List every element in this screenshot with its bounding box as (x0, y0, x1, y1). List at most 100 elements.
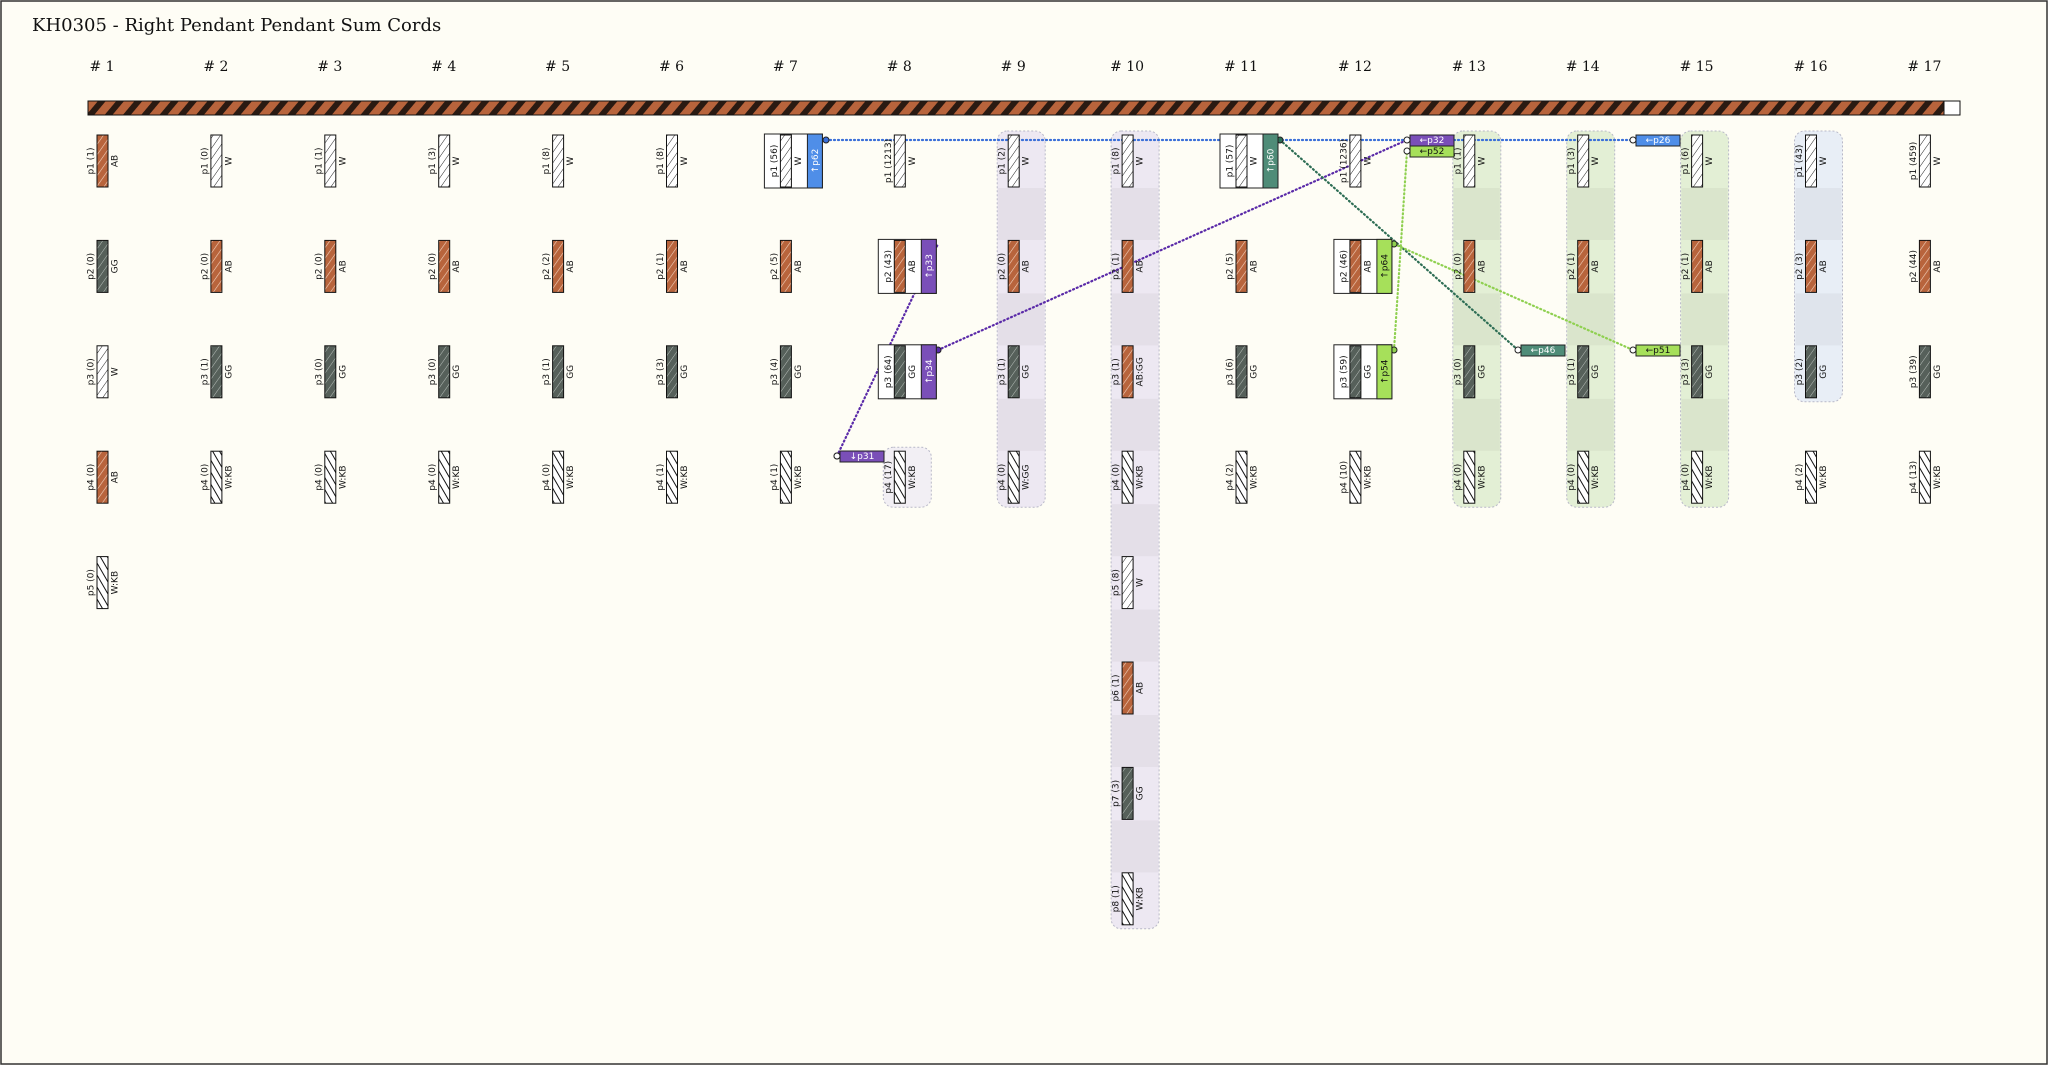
link-dot (1629, 346, 1637, 354)
cord-color: W:KB (452, 465, 462, 488)
cord (324, 239, 337, 293)
group-label: # 11 (1224, 59, 1258, 75)
sum-tag (1376, 238, 1393, 294)
cord-label: p3 (0) (428, 358, 438, 385)
cord (324, 345, 337, 399)
primary-cord (87, 100, 1961, 116)
band-cell (1112, 293, 1159, 346)
cord-label: p1 (6) (1681, 147, 1691, 174)
cord-label: p3 (4) (770, 358, 780, 385)
band-cell (998, 293, 1045, 346)
sum-tag (806, 133, 823, 189)
group-label: # 12 (1338, 59, 1372, 75)
cord-label: p4 (13) (1909, 461, 1919, 494)
cord-label: p2 (43) (884, 250, 894, 283)
cord (1463, 450, 1476, 504)
cord (1235, 239, 1248, 293)
group-label: # 13 (1452, 59, 1486, 75)
cord (552, 450, 565, 504)
cord (666, 134, 678, 188)
cord-color: W:KB (1136, 465, 1146, 488)
cord-color: W (1136, 578, 1146, 587)
cord (438, 450, 451, 504)
cord-color: W:GG (1022, 465, 1032, 490)
cord (96, 134, 109, 188)
cord (893, 239, 906, 293)
cord-color: W (224, 156, 234, 165)
link-dot (1514, 346, 1522, 354)
cord (1349, 239, 1362, 293)
cord-label: p4 (0) (1112, 464, 1122, 491)
band-cell (998, 398, 1045, 451)
cord (779, 450, 792, 504)
cord-label: p2 (0) (428, 253, 438, 280)
sum-tag-label: ↑p34 (925, 359, 935, 384)
band-cell (1567, 293, 1614, 346)
cord (779, 239, 792, 293)
cord-color: W (1022, 156, 1032, 165)
cord-label: p1 (8) (542, 147, 552, 174)
cord-color: W:KB (1591, 465, 1601, 488)
cord-color: AB (1591, 260, 1601, 272)
cord-label: p2 (3) (1795, 253, 1805, 280)
cord (1691, 345, 1704, 399)
cord-label: p3 (2) (1795, 358, 1805, 385)
cord-color: GG (1819, 365, 1829, 379)
group-label: # 16 (1794, 59, 1828, 75)
cord-color: GG (1022, 365, 1032, 379)
cord (1577, 450, 1590, 504)
cord-label: p2 (0) (200, 253, 210, 280)
cord-label: p3 (39) (1909, 355, 1919, 388)
cord (1918, 134, 1931, 188)
cord-color: W (1136, 156, 1146, 165)
group-label: # 8 (887, 59, 912, 75)
band-cell (1112, 609, 1159, 662)
cord (1805, 450, 1817, 504)
link-line (1392, 149, 1409, 352)
cord-color: GG (680, 365, 690, 379)
cord (1007, 239, 1020, 293)
cord-label: p1 (43) (1795, 145, 1805, 178)
band-cell (1112, 188, 1159, 240)
cord-color: W (338, 156, 348, 165)
cord (666, 239, 678, 293)
band-cell (1681, 188, 1728, 240)
cord-label: p6 (1) (1112, 674, 1122, 701)
cord-color: W (111, 367, 121, 376)
cord (210, 134, 223, 188)
cord-label: p4 (17) (884, 461, 894, 494)
cord-label: p2 (5) (1226, 253, 1236, 280)
cord-color: AB (1477, 260, 1487, 272)
cord (324, 450, 337, 504)
cord (438, 239, 451, 293)
cord (96, 345, 109, 399)
cord (1349, 345, 1362, 399)
cord-color: W:KB (224, 465, 234, 488)
cord-color: W (1250, 156, 1260, 165)
cord (324, 134, 337, 188)
cord-label: p3 (0) (1453, 358, 1463, 385)
cord-color: W:KB (1819, 465, 1829, 488)
cord (893, 134, 906, 188)
cord-color: W:KB (908, 465, 918, 488)
cord-label: p1 (1) (314, 147, 324, 174)
link-end (822, 136, 830, 144)
band-cell (998, 188, 1045, 240)
cord (1463, 134, 1476, 188)
cord (1121, 872, 1134, 926)
group-label: # 4 (431, 59, 456, 75)
cord (1235, 450, 1248, 504)
cord-label: p2 (2) (542, 253, 552, 280)
cord (210, 345, 223, 399)
cord-label: p1 (1213) (884, 139, 894, 183)
cord-label: p3 (0) (87, 358, 97, 385)
cord-color: AB (794, 260, 804, 272)
cord-color: AB (1136, 682, 1146, 694)
cord-label: p4 (0) (1453, 464, 1463, 491)
group-label: # 3 (317, 59, 342, 75)
link-tag-label: ↓p31 (850, 452, 875, 462)
cord-label: p5 (0) (87, 569, 97, 596)
bands (882, 130, 1843, 930)
title: KH0305 - Right Pendant Pendant Sum Cords (32, 15, 441, 36)
cord-color: AB (111, 155, 121, 167)
